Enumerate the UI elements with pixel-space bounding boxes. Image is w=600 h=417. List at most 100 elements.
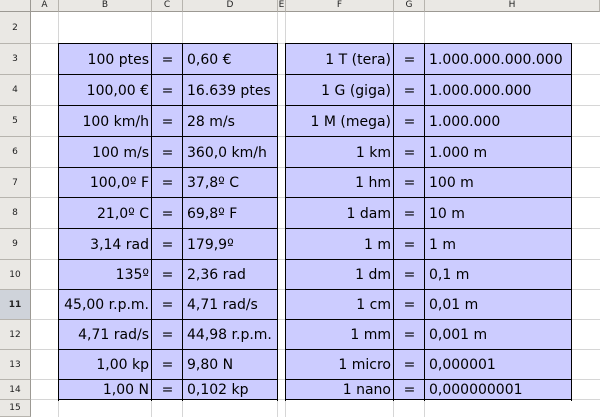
conversion-to-cell[interactable]: 9,80 N [187,357,234,373]
column-header-f[interactable]: F [286,0,394,12]
conversion-from-cell[interactable]: 45,00 r.p.m. [64,297,149,313]
conversion-from-cell[interactable]: 21,0º C [97,205,149,222]
conversion-to-cell[interactable]: 360,0 km/h [187,144,267,161]
conversion-to-cell[interactable]: 4,71 rad/s [187,297,258,313]
row-header-5[interactable]: 5 [0,106,31,137]
column-header-b[interactable]: B [59,0,152,12]
conversion-from-cell[interactable]: 100,0º F [89,175,149,191]
prefix-unit-cell[interactable]: 1 km [355,144,391,161]
prefix-unit-cell[interactable]: 1 G (giga) [321,82,391,99]
row-header-6[interactable]: 6 [0,137,31,168]
equals-cell[interactable]: = [403,51,416,68]
conversion-to-cell[interactable]: 2,36 rad [187,267,246,283]
prefix-value-cell[interactable]: 10 m [429,205,465,222]
row-header-4[interactable]: 4 [0,75,31,106]
equals-cell[interactable]: = [403,382,416,398]
prefix-value-cell[interactable]: 1.000 m [429,144,488,161]
column-header-d[interactable]: D [183,0,278,12]
row-header-3[interactable]: 3 [0,44,31,75]
prefix-unit-cell[interactable]: 1 nano [342,382,391,398]
equals-cell[interactable]: = [403,327,416,343]
column-header-c[interactable]: C [152,0,183,12]
equals-cell[interactable]: = [403,82,416,99]
conversion-from-cell[interactable]: 4,71 rad/s [78,327,149,343]
prefix-unit-cell[interactable]: 1 hm [355,175,391,191]
prefix-value-cell[interactable]: 0,1 m [429,267,470,283]
prefix-value-cell[interactable]: 0,01 m [429,297,479,313]
prefix-value-cell[interactable]: 1.000.000.000.000 [429,51,563,68]
conversion-to-cell[interactable]: 0,102 kp [187,382,249,398]
conversion-from-cell[interactable]: 100 m/s [92,144,149,161]
equals-cell[interactable]: = [403,267,416,283]
equals-cell[interactable]: = [161,175,174,191]
equals-cell[interactable]: = [161,205,174,222]
column-header-g[interactable]: G [394,0,425,12]
equals-cell[interactable]: = [403,175,416,191]
conversion-from-cell[interactable]: 135º [115,267,149,283]
equals-cell[interactable]: = [161,113,174,130]
row-header-10[interactable]: 10 [0,260,31,290]
equals-cell[interactable]: = [161,82,174,99]
equals-cell[interactable]: = [161,382,174,398]
row-header-8[interactable]: 8 [0,198,31,229]
conversion-from-cell[interactable]: 3,14 rad [90,236,149,253]
conversion-to-cell[interactable]: 37,8º C [187,175,239,191]
row-header-12[interactable]: 12 [0,320,31,350]
prefix-unit-cell[interactable]: 1 M (mega) [310,113,391,130]
equals-cell[interactable]: = [161,236,174,253]
column-header-a[interactable]: A [31,0,59,12]
row-header-9[interactable]: 9 [0,229,31,260]
equals-cell[interactable]: = [161,267,174,283]
row-header-15[interactable]: 15 [0,400,31,417]
prefix-value-cell[interactable]: 100 m [429,175,474,191]
row-header-11[interactable]: 11 [0,290,31,320]
table-border [58,289,278,290]
prefix-value-cell[interactable]: 0,001 m [429,327,488,343]
prefix-unit-cell[interactable]: 1 m [364,236,391,253]
conversion-from-cell[interactable]: 100 km/h [82,113,149,130]
row-header-7[interactable]: 7 [0,168,31,198]
equals-cell[interactable]: = [403,144,416,161]
conversion-to-cell[interactable]: 28 m/s [187,113,235,130]
table-border [285,74,572,75]
conversion-to-cell[interactable]: 0,60 € [187,51,232,68]
prefix-value-cell[interactable]: 0,000001 [429,357,496,373]
column-header-h[interactable]: H [425,0,600,12]
equals-cell[interactable]: = [403,297,416,313]
row-header-14[interactable]: 14 [0,380,31,400]
table-border [58,379,278,380]
conversion-from-cell[interactable]: 1,00 N [102,382,149,398]
equals-cell[interactable]: = [161,297,174,313]
prefix-unit-cell[interactable]: 1 micro [338,357,391,373]
prefix-unit-cell[interactable]: 1 dm [355,267,391,283]
prefix-value-cell[interactable]: 1.000.000 [429,113,501,130]
conversion-from-cell[interactable]: 1,00 kp [96,357,149,373]
equals-cell[interactable]: = [161,51,174,68]
equals-cell[interactable]: = [403,236,416,253]
table-border [277,44,278,401]
prefix-unit-cell[interactable]: 1 dam [346,205,391,222]
equals-cell[interactable]: = [161,144,174,161]
prefix-unit-cell[interactable]: 1 cm [356,297,391,313]
equals-cell[interactable]: = [403,357,416,373]
conversion-from-cell[interactable]: 100 ptes [87,51,149,68]
conversion-to-cell[interactable]: 179,9º [187,236,234,253]
row-header-2[interactable]: 2 [0,12,31,44]
equals-cell[interactable]: = [403,205,416,222]
equals-cell[interactable]: = [403,113,416,130]
prefix-value-cell[interactable]: 1 m [429,236,456,253]
equals-cell[interactable]: = [161,357,174,373]
column-header-e[interactable]: E [278,0,286,12]
prefix-value-cell[interactable]: 1.000.000.000 [429,82,532,99]
row-header-13[interactable]: 13 [0,350,31,380]
prefix-unit-cell[interactable]: 1 mm [350,327,391,343]
conversion-to-cell[interactable]: 69,8º F [187,205,238,222]
prefix-value-cell[interactable]: 0,000000001 [429,382,523,398]
conversion-to-cell[interactable]: 16.639 ptes [187,82,271,99]
conversion-from-cell[interactable]: 100,00 € [86,82,149,99]
equals-cell[interactable]: = [161,327,174,343]
select-all-corner[interactable] [0,0,31,12]
conversion-to-cell[interactable]: 44,98 r.p.m. [187,327,272,343]
prefix-unit-cell[interactable]: 1 T (tera) [325,51,391,68]
